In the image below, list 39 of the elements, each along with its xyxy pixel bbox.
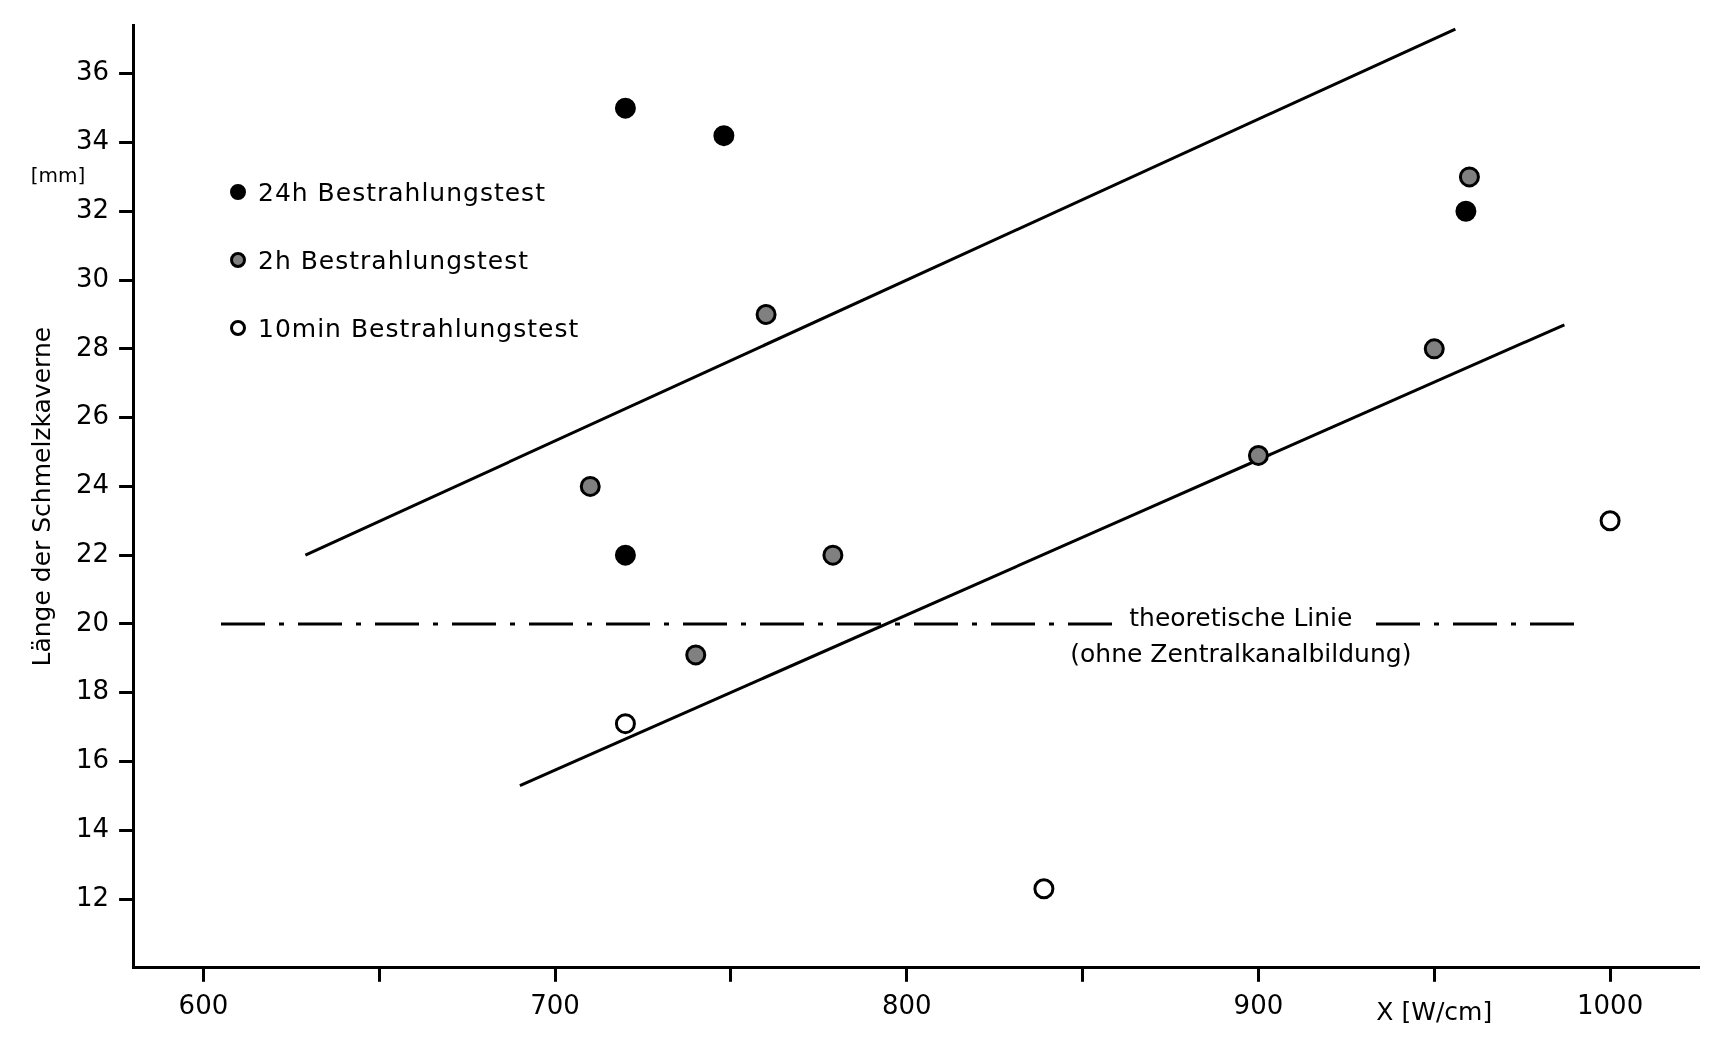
x-tick-label: 700 (530, 990, 580, 1021)
point (1455, 200, 1477, 222)
y-tick-label: 12 (75, 881, 110, 912)
y-tick-label: 26 (75, 400, 110, 431)
y-tick-label: 34 (75, 125, 110, 156)
legend-label: 2h Bestrahlungstest (258, 245, 530, 275)
legend-label: 24h Bestrahlungstest (258, 177, 546, 207)
y-tick-label: 28 (75, 331, 110, 362)
point (1423, 338, 1445, 360)
y-tick-label: 32 (75, 194, 110, 225)
y-tick-label: 24 (75, 469, 110, 500)
y-tick-label: 22 (75, 537, 110, 568)
point (579, 475, 601, 497)
y-tick-label: 30 (75, 262, 110, 293)
x-tick-label: 900 (1233, 990, 1284, 1021)
y-tick-label: 36 (75, 56, 110, 87)
text: [mm] (30, 163, 86, 188)
point (614, 544, 636, 566)
point (1458, 166, 1480, 188)
y-tick-label: 18 (75, 675, 110, 706)
y-tick-label: 20 (75, 606, 110, 637)
point (1033, 878, 1055, 900)
ref-line-label: theoretische Linie (ohne Zentralkanalbildung) (1070, 603, 1412, 669)
x-tick-label: 600 (178, 990, 229, 1021)
point (713, 125, 735, 147)
y-tick-label: 16 (75, 744, 110, 775)
x-axis-title: X [W/cm] (1376, 996, 1493, 1026)
x-tick-label: 800 (881, 990, 932, 1021)
point (822, 544, 844, 566)
y-tick-label: 14 (75, 813, 110, 843)
point (1247, 444, 1269, 466)
point (614, 97, 636, 119)
x-tick-label: 1000 (1577, 990, 1644, 1021)
y-axis-title: Länge der Schmelzkaverne (26, 326, 56, 667)
point (685, 644, 707, 666)
point (1599, 510, 1621, 532)
legend-label: 10min Bestrahlungstest (258, 313, 580, 343)
point (755, 303, 777, 325)
point (614, 713, 636, 735)
